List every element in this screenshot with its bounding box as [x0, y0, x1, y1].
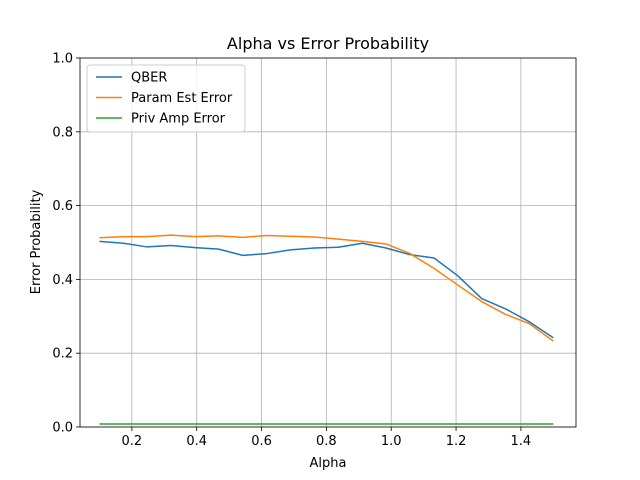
- legend-box: [86, 64, 246, 133]
- x-tick-label: 0.2: [122, 434, 143, 449]
- y-tick-label: 0.2: [52, 347, 73, 362]
- x-tick-label: 1.0: [381, 434, 402, 449]
- y-tick-label: 0.0: [52, 421, 73, 436]
- legend-label: Priv Amp Error: [131, 112, 226, 127]
- legend: QBER Param Est Error Priv Amp Error: [86, 64, 246, 133]
- y-tick-label: 0.6: [52, 199, 73, 214]
- plot-frame: [79, 57, 577, 428]
- y-axis-label: Error Probability: [29, 189, 44, 294]
- x-axis-label: Alpha: [310, 456, 347, 471]
- y-tick-label: 0.4: [52, 273, 73, 288]
- series-line-param-est-error: [99, 234, 554, 342]
- x-tick-label: 0.4: [186, 434, 207, 449]
- x-tick-label: 1.4: [511, 434, 532, 449]
- chart-title: Alpha vs Error Probability: [227, 34, 429, 53]
- x-tick-label: 1.2: [446, 434, 467, 449]
- y-tick-label: 0.8: [52, 125, 73, 140]
- axis-ticks: 0.2 0.4 0.6 0.8 1.0 1.2 1.4 0.0 0.2 0.4 0.6 0.8 1.0: [52, 52, 531, 450]
- y-tick-label: 1.0: [52, 52, 73, 67]
- x-tick-label: 0.6: [251, 434, 272, 449]
- legend-label: QBER: [131, 71, 167, 86]
- series-line-qber: [99, 240, 554, 339]
- x-tick-label: 0.8: [316, 434, 337, 449]
- legend-label: Param Est Error: [131, 91, 233, 106]
- series-lines: [99, 234, 554, 425]
